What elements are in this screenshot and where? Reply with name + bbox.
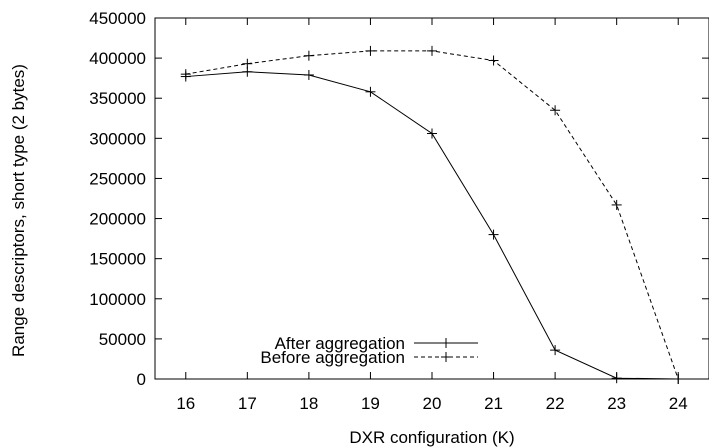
x-tick-label: 17 — [238, 394, 257, 413]
y-tick-label: 50000 — [99, 330, 146, 349]
data-point — [303, 50, 314, 61]
y-tick-label: 400000 — [89, 49, 146, 68]
data-point — [427, 45, 437, 56]
data-point — [550, 105, 561, 116]
data-point — [303, 69, 314, 80]
series-line — [185, 50, 679, 380]
legend-label: Before aggregation — [260, 348, 405, 367]
data-point — [365, 45, 376, 56]
y-tick-label: 100000 — [89, 290, 146, 309]
data-point — [611, 373, 622, 384]
data-point — [427, 128, 437, 139]
data-point — [550, 345, 561, 356]
y-axis-label: Range descriptors, short type (2 bytes) — [9, 64, 28, 357]
y-tick-label: 150000 — [89, 250, 146, 269]
x-tick-label: 20 — [423, 394, 442, 413]
x-tick-label: 19 — [361, 394, 380, 413]
series-layer — [180, 45, 684, 384]
x-tick-label: 23 — [607, 394, 626, 413]
y-tick-label: 300000 — [89, 129, 146, 148]
data-point — [488, 55, 499, 66]
data-point — [242, 58, 253, 69]
x-tick-label: 22 — [546, 394, 565, 413]
data-point — [365, 86, 376, 97]
data-point — [611, 199, 622, 210]
x-axis-ticks: 16 17 18 19 20 21 22 23 24 — [176, 18, 688, 413]
plot-frame — [154, 17, 709, 380]
legend-marker — [441, 352, 451, 362]
y-tick-label: 200000 — [89, 210, 146, 229]
y-tick-label: 0 — [137, 370, 146, 389]
x-axis-label: DXR configuration (K) — [349, 428, 514, 447]
y-axis-ticks: 0 50000 100000 150000 200000 250000 300000 3500… — [89, 9, 709, 389]
y-tick-label: 450000 — [89, 9, 146, 28]
legend-marker — [441, 338, 451, 348]
data-point — [488, 229, 499, 240]
y-tick-label: 250000 — [89, 169, 146, 188]
x-tick-label: 16 — [176, 394, 195, 413]
x-tick-label: 24 — [669, 394, 688, 413]
legend-label: After aggregation — [275, 334, 405, 353]
data-point — [180, 69, 191, 80]
y-tick-label: 350000 — [89, 89, 146, 108]
series-before-aggregation — [180, 45, 684, 384]
series-line — [185, 71, 679, 380]
x-tick-label: 18 — [299, 394, 318, 413]
x-tick-label: 21 — [484, 394, 503, 413]
series-after-aggregation — [180, 66, 684, 384]
